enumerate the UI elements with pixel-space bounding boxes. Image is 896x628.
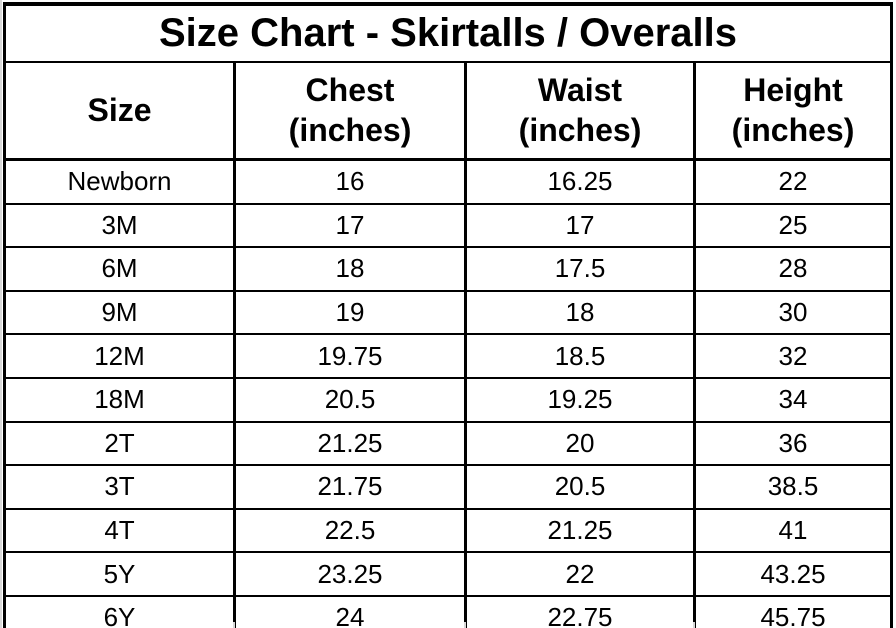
column-header-waist: Waist (inches): [464, 61, 696, 161]
height-cell: 43.25: [692, 551, 894, 597]
table-row: 12M 19.75 18.5 32: [3, 333, 894, 379]
height-cell: 41: [692, 507, 894, 554]
table-row: Newborn 16 16.25 22: [3, 158, 894, 205]
table-row: 3M 17 17 25: [3, 202, 894, 249]
column-header-size: Size: [3, 61, 236, 161]
chest-cell: 24: [233, 594, 467, 628]
chest-cell: 21.75: [233, 464, 467, 510]
chest-cell: 17: [233, 202, 467, 249]
table-row: 18M 20.5 19.25 34: [3, 376, 894, 423]
column-header-height: Height (inches): [692, 61, 894, 161]
chest-cell: 18: [233, 246, 467, 292]
column-header-height-label: Height: [743, 72, 843, 109]
height-cell: 30: [692, 289, 894, 336]
size-cell: 3M: [3, 202, 236, 249]
column-header-size-label: Size: [87, 91, 152, 128]
column-header-chest-unit: (inches): [288, 111, 412, 148]
waist-cell: 22.75: [464, 594, 696, 628]
page-title: Size Chart - Skirtalls / Overalls: [2, 3, 894, 63]
chest-cell: 22.5: [233, 507, 467, 554]
height-cell: 22: [692, 158, 894, 205]
size-cell: 6M: [3, 246, 236, 292]
table-row: 2T 21.25 20 36: [3, 420, 894, 467]
size-cell: 6Y: [3, 594, 236, 628]
height-cell: 28: [692, 246, 894, 292]
waist-cell: 21.25: [464, 507, 696, 554]
size-cell: 2T: [3, 420, 236, 467]
size-cell: 3T: [3, 464, 236, 510]
size-cell: 12M: [3, 333, 236, 379]
spreadsheet-gridline-stub: [233, 622, 235, 628]
waist-cell: 19.25: [464, 376, 696, 423]
table-row: 3T 21.75 20.5 38.5: [3, 464, 894, 510]
chest-cell: 23.25: [233, 551, 467, 597]
waist-cell: 18.5: [464, 333, 696, 379]
waist-cell: 17: [464, 202, 696, 249]
size-cell: Newborn: [3, 158, 236, 205]
chest-cell: 16: [233, 158, 467, 205]
spreadsheet-gridline-stub: [464, 622, 466, 628]
column-header-waist-label: Waist: [537, 72, 623, 109]
chest-cell: 20.5: [233, 376, 467, 423]
size-cell: 5Y: [3, 551, 236, 597]
column-header-chest: Chest (inches): [233, 61, 467, 161]
height-cell: 32: [692, 333, 894, 379]
size-cell: 18M: [3, 376, 236, 423]
column-header-chest-label: Chest: [305, 72, 395, 109]
waist-cell: 16.25: [464, 158, 696, 205]
table-row: 9M 19 18 30: [3, 289, 894, 336]
waist-cell: 20.5: [464, 464, 696, 510]
size-cell: 9M: [3, 289, 236, 336]
size-cell: 4T: [3, 507, 236, 554]
header-row: Size Chest (inches) Waist (inches) Heigh…: [3, 61, 894, 161]
spreadsheet-gridline-left: [0, 0, 2, 628]
height-cell: 34: [692, 376, 894, 423]
table-row: 6Y 24 22.75 45.75: [3, 594, 894, 628]
chest-cell: 21.25: [233, 420, 467, 467]
chest-cell: 19.75: [233, 333, 467, 379]
spreadsheet-gridline-stub: [693, 622, 695, 628]
column-header-height-unit: (inches): [731, 111, 855, 148]
height-cell: 45.75: [692, 594, 894, 628]
height-cell: 38.5: [692, 464, 894, 510]
table-row: 5Y 23.25 22 43.25: [3, 551, 894, 597]
column-header-waist-unit: (inches): [518, 111, 642, 148]
title-row: Size Chart - Skirtalls / Overalls: [2, 3, 894, 63]
table-row: 4T 22.5 21.25 41: [3, 507, 894, 554]
waist-cell: 17.5: [464, 246, 696, 292]
height-cell: 25: [692, 202, 894, 249]
waist-cell: 20: [464, 420, 696, 467]
chest-cell: 19: [233, 289, 467, 336]
waist-cell: 22: [464, 551, 696, 597]
height-cell: 36: [692, 420, 894, 467]
table-row: 6M 18 17.5 28: [3, 246, 894, 292]
waist-cell: 18: [464, 289, 696, 336]
